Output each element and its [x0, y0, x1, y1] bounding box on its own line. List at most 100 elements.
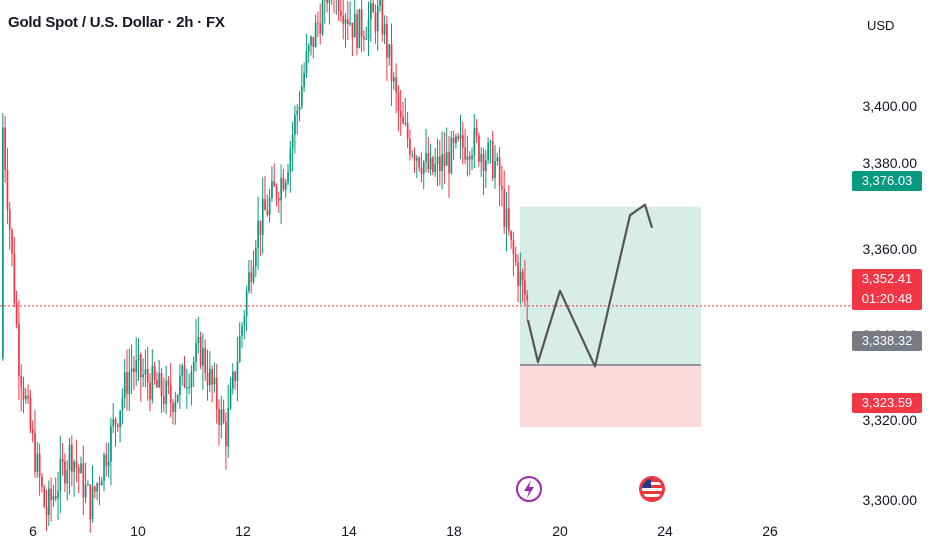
- candle-body: [358, 9, 361, 48]
- candle-body: [521, 271, 524, 281]
- candle-body: [107, 461, 110, 467]
- candle-body: [464, 147, 466, 160]
- stop-price-tag: 3,323.59: [852, 393, 922, 413]
- candle-body: [241, 326, 243, 336]
- candle-body: [38, 453, 41, 477]
- candle-body: [275, 186, 278, 199]
- candle-body: [103, 454, 105, 481]
- candle-body: [204, 348, 207, 373]
- candle-body: [524, 280, 526, 295]
- candle-body: [250, 272, 253, 282]
- candle-body: [289, 148, 292, 173]
- candle-body: [512, 240, 515, 255]
- candle-body: [526, 294, 529, 300]
- candle-body: [96, 483, 98, 492]
- candle-body: [425, 152, 427, 162]
- candle-body: [153, 365, 156, 380]
- candle-body: [487, 142, 489, 161]
- us-flag-icon[interactable]: [639, 476, 665, 502]
- candle-body: [64, 461, 66, 484]
- candle-body: [287, 172, 289, 183]
- candle-body: [68, 444, 71, 471]
- candle-body: [390, 44, 393, 82]
- current-price-value: 3,352.41: [861, 271, 913, 286]
- candle-body: [77, 467, 80, 474]
- x-tick-label: 14: [341, 523, 357, 539]
- candle-body: [27, 395, 29, 399]
- candle-body: [243, 316, 246, 327]
- candle-body: [20, 375, 23, 388]
- candle-body: [298, 106, 301, 111]
- candle-body: [418, 157, 420, 168]
- stop-zone[interactable]: [520, 365, 701, 427]
- candle-body: [41, 476, 43, 487]
- candle-body: [305, 51, 308, 74]
- candle-body: [360, 9, 363, 37]
- candle-body: [238, 335, 241, 362]
- lightning-icon[interactable]: [516, 476, 542, 502]
- candle-body: [326, 0, 328, 3]
- candle-body: [370, 3, 372, 20]
- candle-body: [510, 230, 512, 241]
- target-zone[interactable]: [520, 206, 701, 366]
- candle-body: [105, 454, 108, 467]
- candle-body: [179, 375, 181, 395]
- lightning-icon-bolt: [524, 480, 534, 498]
- candle-body: [278, 198, 280, 201]
- candle-body: [422, 161, 425, 175]
- candle-body: [441, 154, 443, 172]
- candle-body: [406, 123, 409, 139]
- candle-body: [57, 491, 59, 499]
- y-tick-label: 3,320.00: [863, 412, 918, 428]
- candle-body: [498, 157, 501, 186]
- candle-body: [220, 409, 223, 425]
- candle-body: [144, 369, 147, 375]
- candle-body: [282, 177, 285, 190]
- candle-body: [399, 111, 402, 117]
- candle-body: [443, 154, 446, 166]
- candle-body: [337, 0, 340, 12]
- candle-body: [480, 153, 483, 162]
- candle-body: [519, 271, 522, 286]
- candle-body: [163, 396, 165, 405]
- candle-body: [273, 181, 276, 187]
- candle-body: [181, 365, 184, 376]
- candle-body: [36, 453, 39, 472]
- candle-body: [248, 272, 250, 292]
- candle-body: [25, 395, 27, 400]
- target-price-tag: 3,376.03: [852, 171, 922, 191]
- candle-body: [6, 169, 9, 210]
- candle-body: [413, 154, 416, 161]
- x-tick-label: 12: [235, 523, 251, 539]
- candle-body: [344, 19, 347, 24]
- candle-body: [225, 422, 227, 447]
- projected-path[interactable]: [526, 203, 654, 368]
- candle-body: [112, 419, 115, 427]
- candle-body: [436, 156, 439, 165]
- candle-body: [110, 426, 112, 462]
- candle-body: [121, 397, 124, 411]
- candle-body: [261, 198, 264, 235]
- candle-body: [259, 220, 262, 235]
- candle-body: [429, 157, 432, 170]
- candle-body: [123, 372, 126, 398]
- candle-body: [266, 210, 269, 216]
- flag-stripe: [642, 494, 662, 497]
- candle-body: [508, 208, 510, 231]
- candle-body: [388, 44, 391, 58]
- candle-body: [87, 484, 89, 486]
- candle-body: [303, 73, 305, 87]
- candle-body: [176, 394, 179, 402]
- candle-body: [462, 135, 464, 148]
- candle-body: [174, 401, 177, 412]
- candle-body: [363, 36, 365, 40]
- x-tick-label: 24: [657, 523, 673, 539]
- candle-body: [356, 14, 358, 48]
- candle-body: [232, 371, 234, 389]
- candle-body: [351, 22, 354, 38]
- candle-body: [192, 361, 195, 372]
- candle-body: [342, 15, 345, 24]
- flag-stripe: [642, 497, 662, 499]
- candle-body: [478, 135, 480, 162]
